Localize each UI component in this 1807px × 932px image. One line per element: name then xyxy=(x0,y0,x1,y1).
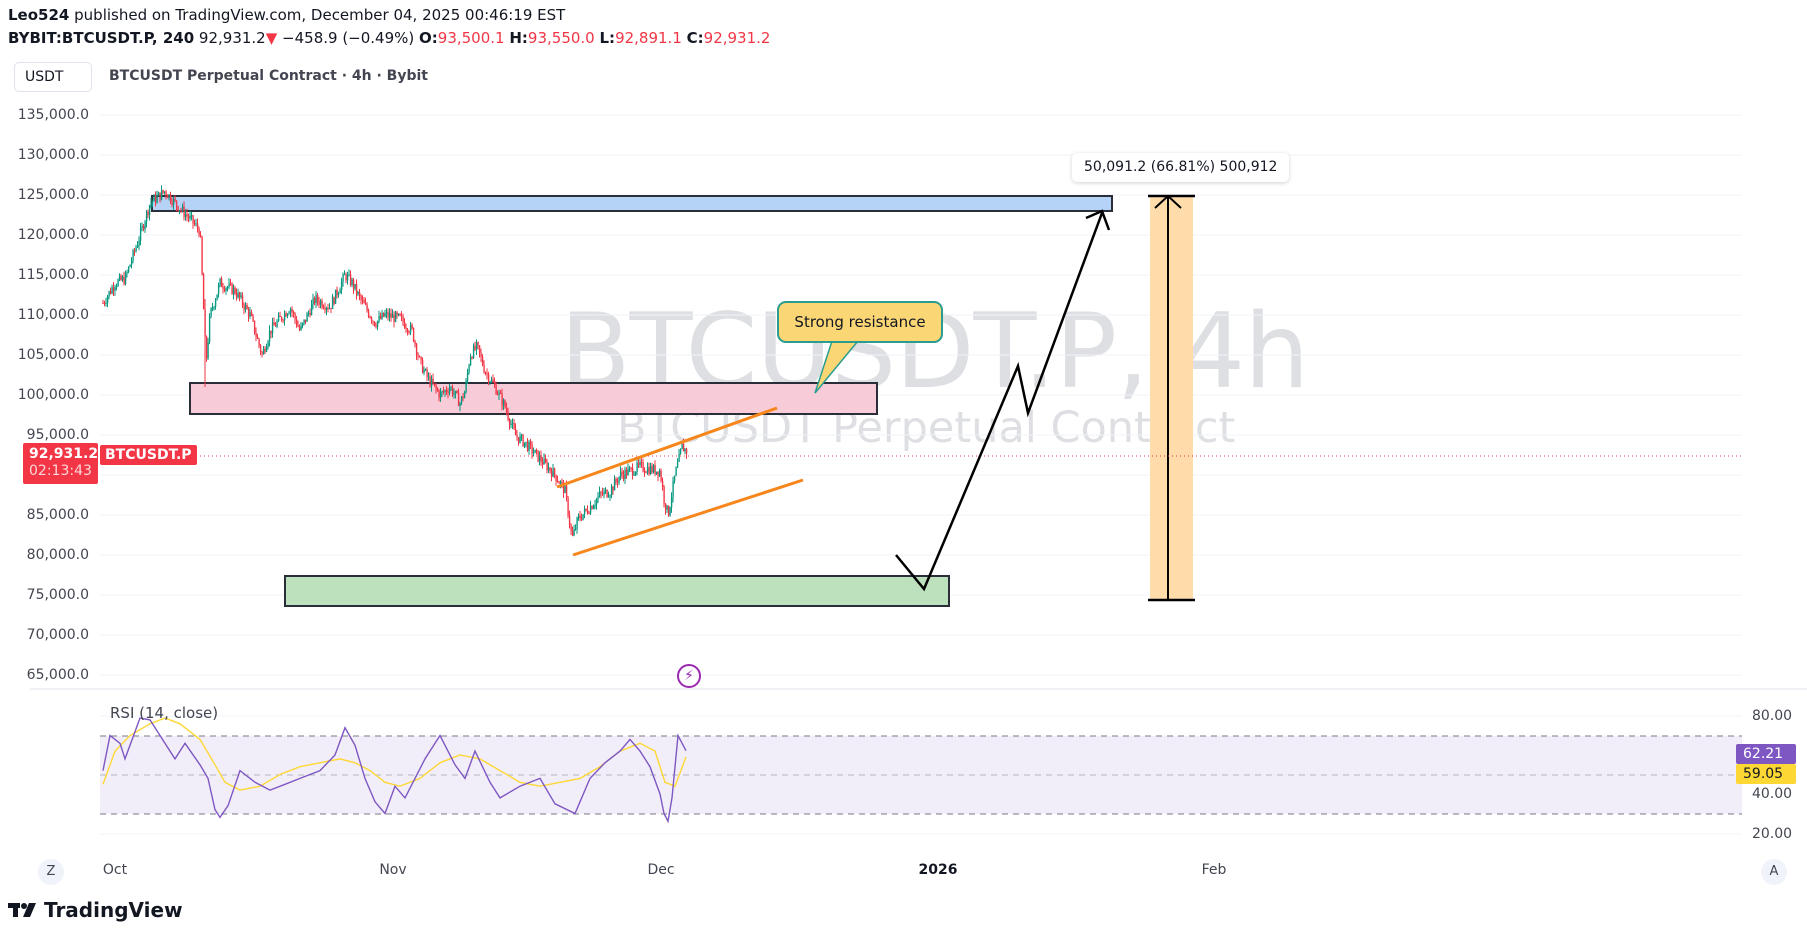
price-axis-label: 95,000.0 xyxy=(26,427,89,443)
time-label-dec: Dec xyxy=(647,862,675,878)
zoom-reset-button[interactable]: Z xyxy=(38,859,64,885)
tradingview-logo-icon xyxy=(8,903,36,917)
high-value: 93,550.0 xyxy=(527,29,595,47)
close-label: C: xyxy=(686,29,704,47)
channel-lower-line[interactable] xyxy=(572,478,804,557)
price-range-label: 50,091.2 (66.81%) 500,912 xyxy=(1072,153,1290,182)
price-axis-label: 75,000.0 xyxy=(26,587,89,603)
published-text: published on TradingView.com, December 0… xyxy=(74,6,566,24)
last-price-value: 92,931.2 xyxy=(29,446,99,462)
price-axis-label: 70,000.0 xyxy=(26,627,89,643)
symbol-name: BYBIT:BTCUSDT.P, 240 xyxy=(8,29,195,47)
author-name[interactable]: Leo524 xyxy=(8,6,70,24)
price-axis-label: 115,000.0 xyxy=(17,267,89,283)
support-zone-box[interactable] xyxy=(284,575,950,607)
arrow-head-icon xyxy=(1085,209,1111,231)
chart-legend-title: BTCUSDT Perpetual Contract · 4h · Bybit xyxy=(109,68,428,84)
time-label-nov: Nov xyxy=(379,862,407,878)
resistance-zone-box[interactable] xyxy=(189,382,878,415)
low-value: 92,891.1 xyxy=(615,29,682,47)
price-axis-label: 125,000.0 xyxy=(17,187,89,203)
price-axis-label: 100,000.0 xyxy=(17,387,89,403)
low-label: L: xyxy=(599,29,616,47)
time-label-oct: Oct xyxy=(102,862,128,878)
open-label: O: xyxy=(419,29,438,47)
time-label-2026: 2026 xyxy=(918,862,958,878)
price-range-fill[interactable] xyxy=(1150,196,1193,600)
rsi-line xyxy=(102,717,687,824)
price-change: −458.9 (−0.49%) xyxy=(282,29,415,47)
symbol-info-bar: BYBIT:BTCUSDT.P, 240 92,931.2▼ −458.9 (−… xyxy=(8,29,770,47)
projection-path[interactable] xyxy=(895,212,1104,592)
auto-scale-button[interactable]: A xyxy=(1761,859,1787,885)
rsi-title[interactable]: RSI (14, close) xyxy=(110,704,219,722)
strong-resistance-callout[interactable]: Strong resistance xyxy=(777,301,943,343)
price-axis-label: 80,000.0 xyxy=(26,547,89,563)
publish-info: Leo524 published on TradingView.com, Dec… xyxy=(8,6,565,24)
brand-name: TradingView xyxy=(44,898,183,922)
triangle-down-icon: ▼ xyxy=(265,29,278,47)
target-zone-box[interactable] xyxy=(151,195,1113,212)
price-axis-label: 130,000.0 xyxy=(17,147,89,163)
symbol-tag: BTCUSDT.P xyxy=(100,445,197,465)
rsi-value-tag: 62.21 xyxy=(1736,744,1796,764)
price-axis-label: 135,000.0 xyxy=(17,107,89,123)
price-axis-label: 65,000.0 xyxy=(26,667,89,683)
arrow-up-icon xyxy=(1154,194,1182,209)
channel-upper-line[interactable] xyxy=(556,406,778,489)
price-axis-label: 120,000.0 xyxy=(17,227,89,243)
rsi-axis-80: 80.00 xyxy=(1752,708,1793,724)
lightning-icon[interactable]: ⚡︎ xyxy=(677,664,701,688)
bar-countdown: 02:13:43 xyxy=(29,463,92,479)
price-axis-label: 105,000.0 xyxy=(17,347,89,363)
tradingview-logo[interactable]: TradingView xyxy=(8,898,183,922)
high-label: H: xyxy=(509,29,528,47)
rsi-axis-40: 40.00 xyxy=(1752,786,1793,802)
close-value: 92,931.2 xyxy=(703,29,771,47)
price-axis-label: 110,000.0 xyxy=(17,307,89,323)
currency-selector[interactable]: USDT xyxy=(14,62,92,92)
price-candles xyxy=(102,185,688,537)
rsi-ma-value-tag: 59.05 xyxy=(1736,764,1796,784)
time-label-feb: Feb xyxy=(1201,862,1227,878)
last-price-tag: 92,931.2 02:13:43 xyxy=(23,443,98,484)
rsi-axis-20: 20.00 xyxy=(1752,826,1793,842)
price-axis-label: 85,000.0 xyxy=(26,507,89,523)
open-value: 93,500.1 xyxy=(437,29,505,47)
last-price: 92,931.2 xyxy=(198,29,266,47)
